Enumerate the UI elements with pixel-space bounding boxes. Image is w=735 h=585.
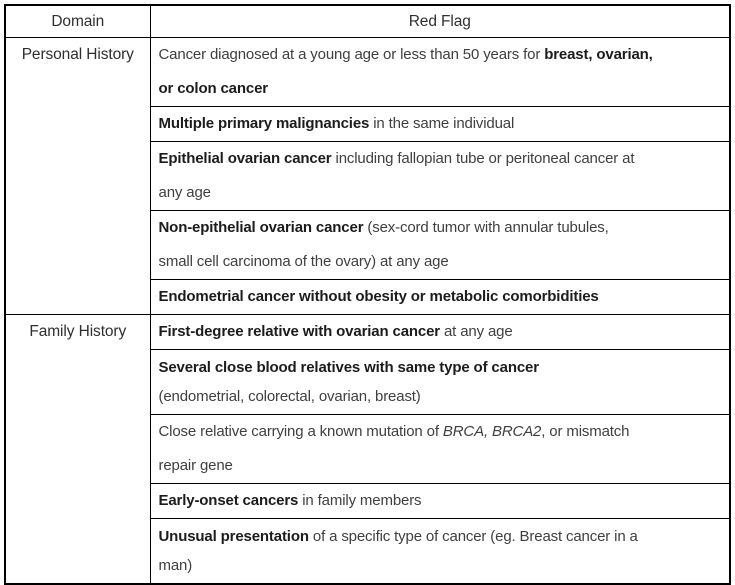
table-row: Non-epithelial ovarian cancer (sex-cord … (5, 210, 731, 280)
text-line: Unusual presentation of a specific type … (159, 522, 722, 551)
text-line: Several close blood relatives with same … (159, 353, 722, 382)
text-segment-italic: BRCA, BRCA2 (442, 423, 542, 440)
red-flag-cell: Epithelial ovarian cancer including fall… (149, 141, 731, 211)
text-line: repair gene (159, 449, 722, 483)
text-segment-regular: Close relative carrying a known mutation… (158, 423, 443, 440)
text-segment-regular: repair gene (158, 457, 233, 474)
red-flag-cell: Cancer diagnosed at a young age or less … (149, 37, 731, 107)
text-line: Epithelial ovarian cancer including fall… (159, 142, 722, 176)
domain-cell: Family History (4, 314, 151, 585)
text-segment-regular: including fallopian tube or peritoneal c… (331, 150, 635, 167)
text-line: (endometrial, colorectal, ovarian, breas… (159, 382, 722, 411)
text-line: Early-onset cancers in family members (159, 484, 722, 518)
text-line: Multiple primary malignancies in the sam… (159, 107, 722, 141)
table-row: Early-onset cancers in family members (5, 483, 731, 519)
header-row: Domain Red Flag (4, 4, 731, 38)
text-line: any age (159, 176, 722, 210)
text-line: Close relative carrying a known mutation… (159, 415, 722, 449)
text-segment-regular: small cell carcinoma of the ovary) at an… (158, 253, 449, 270)
text-segment-regular: of a specific type of cancer (eg. Breast… (308, 528, 638, 545)
text-line: First-degree relative with ovarian cance… (159, 315, 722, 349)
text-segment-regular: any age (158, 184, 211, 201)
header-domain: Domain (4, 4, 151, 38)
red-flag-cell: Multiple primary malignancies in the sam… (149, 106, 731, 142)
text-line: man) (159, 551, 722, 580)
table-row: Endometrial cancer without obesity or me… (5, 279, 731, 315)
text-line: or colon cancer (159, 72, 722, 106)
text-segment-bold: or colon cancer (158, 80, 269, 97)
text-segment-bold: Several close blood relatives with same … (158, 359, 540, 376)
red-flag-cell: Endometrial cancer without obesity or me… (149, 279, 731, 315)
table-body: Personal History Cancer diagnosed at a yo… (4, 37, 731, 585)
text-segment-regular: in family members (298, 492, 422, 509)
text-segment-bold: Multiple primary malignancies (158, 115, 370, 132)
text-segment-bold: First-degree relative with ovarian cance… (158, 323, 441, 340)
red-flag-cell: Close relative carrying a known mutation… (149, 414, 731, 484)
table-row: Family History First-degree relative with… (4, 314, 731, 585)
red-flag-cell: Non-epithelial ovarian cancer (sex-cord … (149, 210, 731, 280)
text-segment-regular: in the same individual (369, 115, 515, 132)
table-row: Unusual presentation of a specific type … (5, 518, 731, 585)
table-row: Epithelial ovarian cancer including fall… (5, 141, 731, 211)
domain-cell: Personal History (4, 37, 151, 315)
red-flag-cell: Unusual presentation of a specific type … (149, 518, 731, 585)
text-segment-regular: man) (158, 557, 193, 574)
text-line: small cell carcinoma of the ovary) at an… (159, 245, 722, 279)
text-line: Non-epithelial ovarian cancer (sex-cord … (159, 211, 722, 245)
table-row: Personal History Cancer diagnosed at a yo… (4, 37, 731, 315)
text-segment-bold: breast, ovarian, (544, 46, 653, 63)
red-flag-cell: First-degree relative with ovarian cance… (149, 314, 731, 350)
text-segment-bold: Non-epithelial ovarian cancer (158, 219, 364, 236)
text-segment-regular: at any age (439, 323, 513, 340)
text-line: Endometrial cancer without obesity or me… (159, 280, 722, 314)
text-segment-regular: (endometrial, colorectal, ovarian, breas… (158, 388, 421, 405)
red-flag-table: Domain Red Flag Personal History Cancer d… (4, 4, 731, 585)
text-segment-bold: Endometrial cancer without obesity or me… (158, 288, 599, 305)
text-segment-bold: Early-onset cancers (158, 492, 299, 509)
table-row: Several close blood relatives with same … (5, 349, 731, 415)
red-flag-cell: Several close blood relatives with same … (149, 349, 731, 415)
text-segment-bold: Unusual presentation (158, 528, 310, 545)
text-line: Cancer diagnosed at a young age or less … (159, 38, 722, 72)
text-segment-regular: Cancer diagnosed at a young age or less … (158, 46, 545, 63)
text-segment-regular: , or mismatch (541, 423, 630, 440)
header-red-flag: Red Flag (149, 4, 731, 38)
text-segment-regular: (sex-cord tumor with annular tubules, (363, 219, 609, 236)
text-segment-bold: Epithelial ovarian cancer (158, 150, 332, 167)
red-flag-cell: Early-onset cancers in family members (149, 483, 731, 519)
table-row: Multiple primary malignancies in the sam… (5, 106, 731, 142)
